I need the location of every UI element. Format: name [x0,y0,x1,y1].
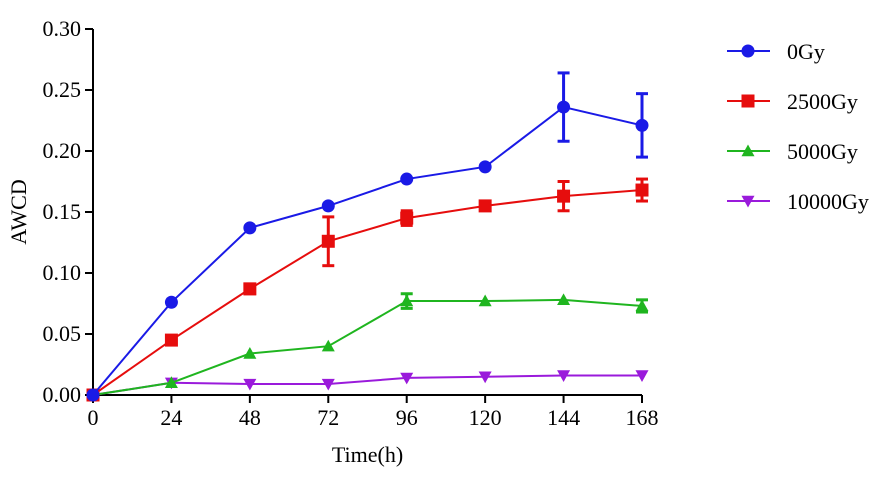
legend-label-2500gy: 2500Gy [787,89,858,114]
y-tick-label: 0.10 [43,260,82,285]
series-layer [86,71,649,402]
x-tick-label: 96 [396,405,418,430]
series-line-0gy [92,105,643,396]
data-point-10000gy [321,378,335,391]
x-axis-title: Time(h) [332,442,403,467]
legend-item-2500gy: 2500Gy [727,89,858,114]
y-tick-label: 0.05 [43,321,82,346]
data-point-5000gy [635,299,649,312]
y-tick-label: 0.30 [43,16,82,41]
legend-marker-0gy [741,44,755,58]
data-point-5000gy [400,294,414,307]
legend-label-5000gy: 5000Gy [787,139,858,164]
x-tick-label: 48 [239,405,261,430]
x-tick-label: 24 [160,405,182,430]
data-point-10000gy [478,371,492,384]
data-point-0gy [557,100,571,114]
x-tick-label: 72 [317,405,339,430]
data-point-10000gy [243,378,257,391]
series-line-10000gy [92,374,642,396]
data-point-5000gy [164,376,178,388]
data-point-10000gy [635,370,649,382]
y-tick-label: 0.00 [43,382,82,407]
data-point-2500gy [557,189,571,203]
data-point-5000gy [243,347,257,359]
data-point-0gy [635,118,649,132]
legend-item-5000gy: 5000Gy [727,139,858,164]
data-point-0gy [86,388,100,402]
legend-marker-5000gy [741,144,755,157]
axes: 0 24 48 72 96 120 144 168 0.000.050.100.150.200… [43,16,659,430]
data-point-0gy [321,199,335,213]
y-tick-label: 0.20 [43,138,82,163]
series-0gy [86,71,649,402]
legend-item-10000gy: 10000Gy [727,189,869,214]
data-point-0gy [478,160,492,174]
series-5000gy [86,292,649,401]
x-tick-label: 168 [626,405,659,430]
y-tick-label: 0.25 [43,77,82,102]
legend-item-0gy: 0Gy [727,39,825,64]
y-axis-ticks: 0.00 0.05 0.10 0.15 0.20 0.25 0.30 [43,16,93,407]
x-tick-label: 120 [469,405,502,430]
data-point-2500gy [400,211,414,225]
data-point-0gy [400,172,414,186]
data-point-2500gy [635,183,649,197]
data-point-5000gy [557,293,571,306]
data-point-2500gy [321,234,335,248]
legend-marker-2500gy [741,94,755,108]
data-point-10000gy [400,372,414,385]
y-axis-title: AWCD [6,179,31,244]
data-point-10000gy [557,370,571,382]
data-point-0gy [164,295,178,309]
series-2500gy [86,177,649,402]
series-line-5000gy [92,298,643,396]
data-point-2500gy [164,333,178,347]
legend-marker-10000gy [741,195,755,208]
legend-label-0gy: 0Gy [787,39,825,64]
data-point-5000gy [321,339,335,352]
data-point-2500gy [478,199,492,213]
legend-label-10000gy: 10000Gy [787,189,869,214]
x-tick-label: 144 [547,405,580,430]
legend: 0Gy 2500Gy 5000Gy 10000Gy [727,39,869,214]
data-point-0gy [243,221,257,235]
data-point-5000gy [478,294,492,307]
x-axis-ticks: 0 24 48 72 96 120 144 168 [88,395,659,430]
data-point-2500gy [243,282,257,296]
y-tick-label: 0.15 [43,199,82,224]
x-tick-label: 0 [88,405,99,430]
series-line-2500gy [92,189,643,396]
